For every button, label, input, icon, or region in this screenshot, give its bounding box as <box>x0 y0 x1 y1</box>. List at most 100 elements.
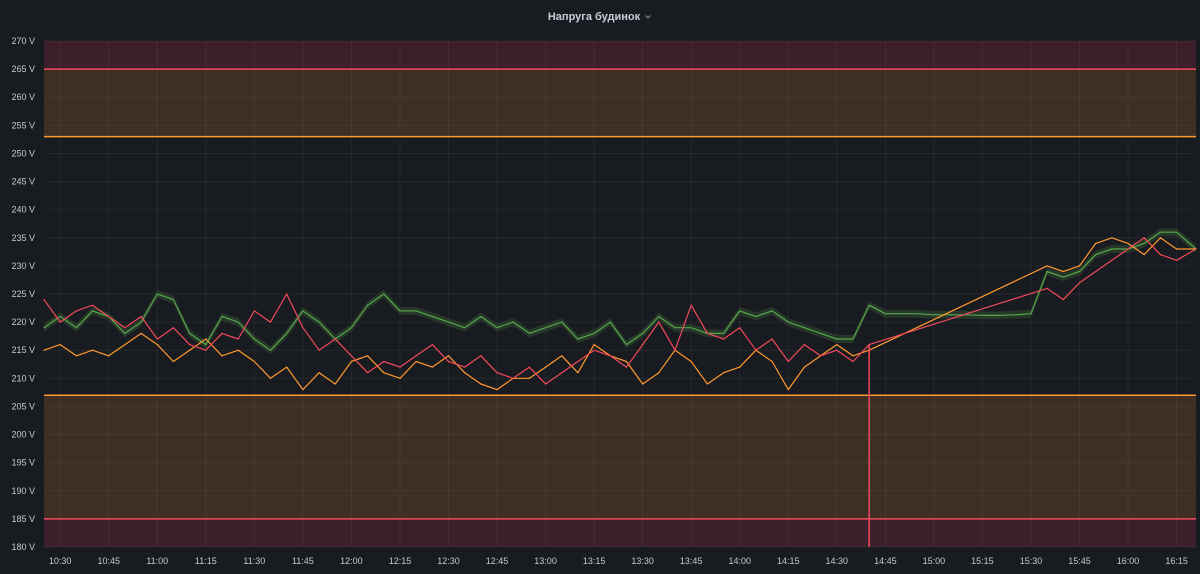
series-1-point-30 <box>528 377 531 379</box>
x-tick-label: 15:00 <box>923 556 946 566</box>
series-2-point-29 <box>512 377 514 379</box>
series-0-point-33 <box>577 338 579 340</box>
series-2-point-37 <box>642 344 644 346</box>
y-tick-label: 190 V <box>11 486 35 496</box>
x-tick-label: 12:00 <box>340 556 363 566</box>
series-1-point-13 <box>253 360 255 363</box>
series-2-line <box>43 237 1197 385</box>
series-0-point-48 <box>820 332 822 334</box>
series-0-point-32 <box>561 321 563 323</box>
series-1-point-3 <box>91 349 94 351</box>
series-1-point-55 <box>1095 242 1097 244</box>
series-2-point-21 <box>383 360 385 363</box>
series-0-point-10 <box>205 344 207 346</box>
series-0-point-30 <box>528 332 531 334</box>
series-0-point-38 <box>658 315 660 318</box>
x-tick-label: 15:30 <box>1020 556 1043 566</box>
series-0-point-13 <box>253 338 255 340</box>
series-0-point-43 <box>739 310 741 312</box>
series-1-point-54 <box>1078 265 1081 267</box>
x-tick-label: 13:45 <box>680 556 703 566</box>
series-0-point-9 <box>189 332 191 334</box>
series-1-point-56 <box>1111 237 1113 239</box>
series-1-point-17 <box>318 372 320 374</box>
x-tick-label: 16:15 <box>1165 556 1188 566</box>
x-tick-label: 13:00 <box>534 556 557 566</box>
series-2-point-14 <box>269 321 272 323</box>
series-0-point-20 <box>367 304 369 306</box>
series-2-point-16 <box>302 327 304 329</box>
series-2-point-22 <box>399 366 401 368</box>
series-2-point-50 <box>852 360 854 363</box>
series-1-point-19 <box>350 360 352 363</box>
series-0-point-54 <box>917 313 919 315</box>
series-1-point-59 <box>1159 237 1161 239</box>
y-tick-label: 180 V <box>11 542 35 552</box>
series-1-point-58 <box>1143 254 1145 256</box>
x-tick-label: 14:45 <box>874 556 897 566</box>
y-tick-label: 245 V <box>11 177 35 187</box>
series-0-point-66 <box>1111 248 1113 250</box>
series-1-point-10 <box>205 338 207 340</box>
series-2-point-40 <box>690 304 692 306</box>
series-0-point-2 <box>75 327 77 329</box>
y-tick-label: 215 V <box>11 345 35 355</box>
series-0-point-0 <box>43 327 45 329</box>
series-0-point-44 <box>755 315 757 318</box>
series-2-point-54 <box>1078 282 1081 284</box>
series-2-point-43 <box>739 327 741 329</box>
series-2-point-44 <box>755 349 757 351</box>
series-0-point-68 <box>1143 242 1145 244</box>
y-tick-label: 220 V <box>11 317 35 327</box>
series-2-point-15 <box>286 293 288 295</box>
y-tick-label: 205 V <box>11 401 35 411</box>
series-2-point-60 <box>1176 259 1178 261</box>
series-2-point-34 <box>593 349 595 351</box>
series-0-point-23 <box>415 310 417 312</box>
series-0-point-6 <box>140 321 142 323</box>
threshold-band-3 <box>44 518 1196 547</box>
x-tick-label: 11:15 <box>195 556 217 566</box>
x-tick-label: 11:30 <box>243 556 265 566</box>
series-1-point-43 <box>739 366 741 368</box>
x-tick-label: 15:15 <box>971 556 994 566</box>
series-2-point-38 <box>658 321 660 323</box>
series-1-point-7 <box>156 344 158 346</box>
series-0-point-5 <box>124 332 126 334</box>
series-1-point-23 <box>415 360 417 363</box>
series-0-point-34 <box>593 332 595 334</box>
series-0-point-8 <box>172 299 174 301</box>
x-tick-label: 12:30 <box>437 556 460 566</box>
series-2-point-26 <box>464 366 466 368</box>
series-1-point-20 <box>367 355 369 357</box>
series-2-point-9 <box>189 344 191 346</box>
panel-header[interactable]: Напруга будинок <box>0 0 1200 34</box>
series-0-point-69 <box>1159 231 1161 233</box>
series-1-line <box>43 237 1196 391</box>
series-1-point-1 <box>59 344 61 346</box>
series-0-point-52 <box>884 313 886 315</box>
series-1-point-11 <box>221 355 223 357</box>
y-tick-label: 235 V <box>11 233 35 243</box>
y-tick-label: 255 V <box>11 120 35 130</box>
series-2-point-4 <box>108 315 110 318</box>
series-1-point-5 <box>124 344 126 346</box>
threshold-band-2 <box>44 395 1196 519</box>
series-0-point-17 <box>318 321 320 323</box>
series-1-point-6 <box>140 332 142 334</box>
series-1-point-9 <box>189 349 191 351</box>
series-1-point-25 <box>447 355 450 357</box>
y-tick-label: 195 V <box>11 458 35 468</box>
y-tick-label: 200 V <box>11 430 35 440</box>
series-0-point-49 <box>836 338 838 340</box>
series-0-point-64 <box>1078 270 1081 273</box>
series-0-point-58 <box>981 314 984 316</box>
series-2-point-49 <box>836 349 838 351</box>
series-0-point-50 <box>852 338 854 340</box>
series-2-point-6 <box>140 315 142 318</box>
series-0-point-47 <box>803 327 806 329</box>
series-1-point-53 <box>1062 270 1064 273</box>
series-1-point-18 <box>334 383 336 385</box>
series-2-point-7 <box>156 338 158 340</box>
